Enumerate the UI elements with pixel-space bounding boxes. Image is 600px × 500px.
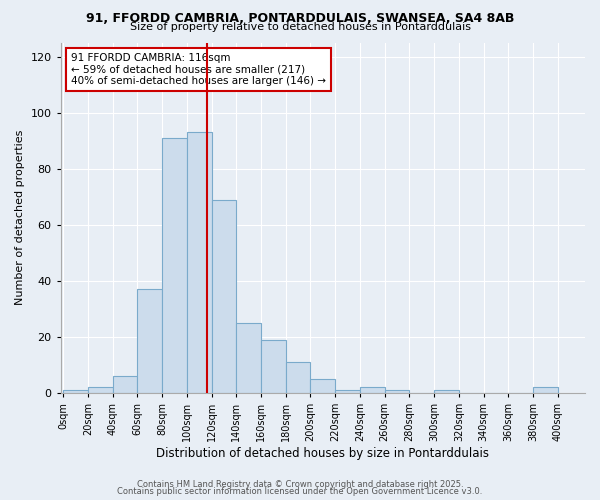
Bar: [261, 340, 286, 393]
X-axis label: Distribution of detached houses by size in Pontarddulais: Distribution of detached houses by size …: [157, 447, 490, 460]
Bar: [434, 390, 459, 393]
Bar: [335, 390, 360, 393]
Bar: [137, 290, 162, 393]
Bar: [533, 388, 558, 393]
Bar: [286, 362, 310, 393]
Text: Contains public sector information licensed under the Open Government Licence v3: Contains public sector information licen…: [118, 487, 482, 496]
Bar: [360, 388, 385, 393]
Bar: [385, 390, 409, 393]
Text: Contains HM Land Registry data © Crown copyright and database right 2025.: Contains HM Land Registry data © Crown c…: [137, 480, 463, 489]
Text: 91 FFORDD CAMBRIA: 116sqm
← 59% of detached houses are smaller (217)
40% of semi: 91 FFORDD CAMBRIA: 116sqm ← 59% of detac…: [71, 53, 326, 86]
Bar: [236, 323, 261, 393]
Bar: [63, 390, 88, 393]
Bar: [212, 200, 236, 393]
Text: Size of property relative to detached houses in Pontarddulais: Size of property relative to detached ho…: [130, 22, 470, 32]
Bar: [187, 132, 212, 393]
Bar: [113, 376, 137, 393]
Bar: [88, 388, 113, 393]
Bar: [310, 379, 335, 393]
Text: 91, FFORDD CAMBRIA, PONTARDDULAIS, SWANSEA, SA4 8AB: 91, FFORDD CAMBRIA, PONTARDDULAIS, SWANS…: [86, 12, 514, 26]
Y-axis label: Number of detached properties: Number of detached properties: [15, 130, 25, 306]
Bar: [162, 138, 187, 393]
